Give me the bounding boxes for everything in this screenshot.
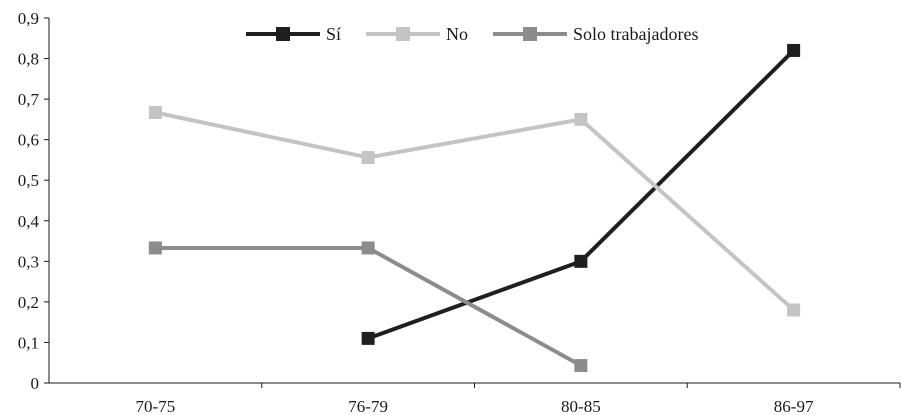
data-point (361, 241, 375, 255)
data-point (574, 112, 588, 126)
legend-swatch-marker (396, 27, 410, 41)
series-line-2 (155, 245, 582, 368)
data-point (361, 331, 375, 345)
y-tick-label: 0,4 (18, 212, 40, 231)
x-tick-label: 76-79 (348, 397, 388, 415)
y-tick-label: 0 (31, 374, 40, 393)
x-tick-label: 80-85 (561, 397, 601, 415)
series-line-1 (154, 110, 795, 312)
x-tick-label: 86-97 (774, 397, 814, 415)
data-point (787, 43, 801, 57)
data-point (148, 241, 162, 255)
y-tick-label: 0,2 (18, 293, 39, 312)
series-line-0 (367, 49, 796, 341)
y-tick-label: 0,3 (18, 252, 39, 271)
data-point (361, 151, 375, 165)
y-tick-label: 0,5 (18, 171, 39, 190)
data-point (787, 303, 801, 317)
y-tick-label: 0,8 (18, 50, 39, 69)
y-tick-label: 0,1 (18, 333, 39, 352)
x-tick-label: 70-75 (136, 397, 176, 415)
data-point (574, 254, 588, 268)
legend-label: Sí (326, 24, 341, 44)
y-tick-label: 0,9 (18, 9, 39, 28)
y-tick-label: 0,6 (18, 131, 39, 150)
series-layer (148, 43, 801, 373)
axes: 0 0,1 0,2 0,3 0,4 0,5 0,6 0,7 0,8 0,9 70-75 76-79 80… (18, 9, 901, 415)
data-point (148, 105, 162, 119)
legend-label: Solo trabajadores (573, 24, 698, 44)
y-tick-label: 0,7 (18, 90, 40, 109)
legend-swatch-marker (523, 27, 537, 41)
legend: Sí No Solo trabajadores (246, 24, 698, 44)
legend-label: No (446, 24, 468, 44)
legend-swatch-marker (276, 27, 290, 41)
data-point (574, 359, 588, 373)
